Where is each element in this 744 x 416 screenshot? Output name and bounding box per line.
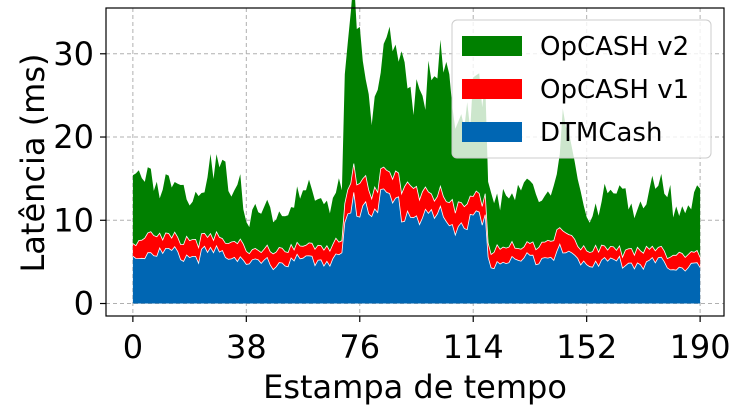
y-tick-label: 20 <box>53 118 94 156</box>
series-boundary-line <box>132 188 701 272</box>
legend-swatch <box>462 122 522 142</box>
axis-ticks: 0 38 76 114 152 190 0 10 20 30 <box>53 35 730 366</box>
x-tick-label: 0 <box>123 328 143 366</box>
x-axis-label: Estampa de tempo <box>263 368 567 406</box>
x-tick-label: 114 <box>443 328 504 366</box>
x-tick-label: 38 <box>226 328 267 366</box>
data-areas <box>132 0 701 304</box>
y-axis-label: Latência (ms) <box>14 53 52 272</box>
area-dtmcash <box>132 188 701 304</box>
x-tick-label: 190 <box>670 328 731 366</box>
legend-label: OpCASH v2 <box>540 32 689 62</box>
y-tick-label: 0 <box>74 285 94 323</box>
plot-frame <box>105 7 725 317</box>
legend-label: OpCASH v1 <box>540 75 689 105</box>
legend: OpCASH v2 OpCASH v1 DTMCash <box>451 19 712 159</box>
x-tick-label: 152 <box>556 328 617 366</box>
x-tick-label: 76 <box>339 328 380 366</box>
y-tick-label: 30 <box>53 35 94 73</box>
legend-swatch <box>462 36 522 56</box>
area-opcash-v2 <box>132 0 701 259</box>
legend-label: DTMCash <box>540 118 662 148</box>
area-opcash-v1 <box>132 163 701 272</box>
y-tick-label: 10 <box>53 201 94 239</box>
series-boundary-line <box>132 163 701 260</box>
legend-swatch <box>462 79 522 99</box>
plot-border <box>105 7 725 317</box>
